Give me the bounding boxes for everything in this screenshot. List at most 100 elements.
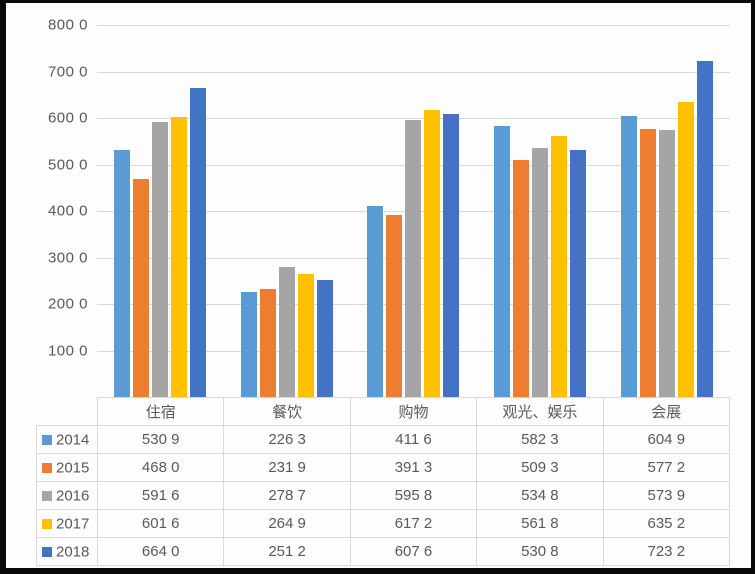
bar-2016-cat1 [152, 121, 169, 397]
table-header-cell: 住宿 [96, 397, 225, 426]
chart-canvas: 800 0 700 0 600 0 500 0 400 0 300 0 200 0 100 0… [6, 3, 751, 568]
year-label: 2016 [56, 487, 90, 505]
y-axis-tick-label: 500 0 [47, 156, 88, 173]
bar-2015-cat4 [513, 160, 530, 397]
bar-2018-cat5 [696, 60, 713, 397]
legend-swatch-icon [42, 546, 52, 557]
table-row: 2015 468 0 231 9 391 3 509 3 577 2 [36, 453, 731, 482]
bar-group-1 [97, 25, 224, 397]
table-value-cell: 664 0 [96, 537, 225, 566]
bar-group-2 [224, 25, 351, 397]
table-row: 2016 591 6 278 7 595 8 534 8 573 9 [36, 481, 731, 510]
bar-2017-cat4 [551, 135, 568, 397]
y-axis-tick-label: 400 0 [47, 202, 88, 220]
year-label: 2014 [56, 431, 90, 449]
gridline [97, 71, 730, 73]
y-axis-tick-label: 600 0 [47, 109, 88, 127]
table-value-cell: 264 9 [223, 509, 351, 538]
table-row: 2014 530 9 226 3 411 6 582 3 604 9 [36, 425, 731, 454]
table-value-cell: 604 9 [602, 425, 731, 454]
table-value-cell: 391 3 [349, 453, 478, 482]
bar-2017-cat1 [171, 117, 188, 397]
table-value-cell: 617 2 [349, 509, 478, 538]
table-value-cell: 607 6 [349, 537, 478, 566]
y-axis-tick-label: 800 0 [47, 16, 88, 34]
table-value-cell: 582 3 [476, 425, 604, 454]
data-table: 住宿 餐饮 购物 观光、娱乐 会展 2014 530 9 226 3 411 6 582 3 604… [36, 397, 731, 566]
legend-year-cell: 2016 [36, 481, 98, 510]
table-value-cell: 251 2 [223, 537, 351, 566]
bar-2018-cat2 [316, 280, 333, 397]
plot-area [97, 25, 730, 397]
table-value-cell: 530 9 [96, 425, 225, 454]
bar-2014-cat1 [114, 150, 131, 397]
legend-year-cell: 2017 [36, 509, 98, 538]
gridline [97, 25, 730, 26]
table-value-cell: 226 3 [223, 425, 351, 454]
table-value-cell: 577 2 [602, 453, 731, 482]
table-value-cell: 509 3 [476, 453, 604, 482]
table-value-cell: 591 6 [96, 481, 225, 510]
table-value-cell: 278 7 [223, 481, 351, 510]
gridline [97, 118, 730, 119]
bar-2015-cat2 [259, 289, 276, 397]
data-table-body: 住宿 餐饮 购物 观光、娱乐 会展 2014 530 9 226 3 411 6 582 3 604… [36, 397, 731, 566]
y-axis-tick-label: 300 0 [47, 249, 88, 266]
table-corner-cell [37, 398, 98, 426]
y-axis-tick-label: 200 0 [47, 295, 88, 313]
legend-year-cell: 2018 [36, 537, 98, 566]
bar-2014-cat2 [240, 291, 257, 397]
table-value-cell: 231 9 [223, 453, 351, 482]
bar-2018-cat3 [443, 114, 460, 397]
bar-2015-cat5 [639, 128, 656, 397]
y-axis: 800 0 700 0 600 0 500 0 400 0 300 0 200 0 100 0 [6, 17, 88, 397]
bar-groups-container [97, 25, 730, 397]
legend-swatch-icon [42, 434, 52, 445]
year-label: 2017 [56, 515, 90, 533]
table-value-cell: 723 2 [602, 537, 731, 566]
y-axis-tick-label: 100 0 [47, 342, 88, 359]
bar-2017-cat3 [424, 110, 441, 397]
table-header-cell: 观光、娱乐 [476, 397, 604, 426]
bar-2016-cat2 [278, 267, 295, 397]
table-header-row: 住宿 餐饮 购物 观光、娱乐 会展 [37, 397, 731, 426]
legend-swatch-icon [42, 518, 52, 529]
bar-group-5 [603, 25, 730, 397]
bar-2014-cat3 [367, 205, 384, 397]
table-value-cell: 530 8 [476, 537, 604, 566]
table-value-cell: 573 9 [602, 481, 731, 510]
legend-swatch-icon [42, 462, 52, 473]
table-value-cell: 468 0 [96, 453, 225, 482]
bar-2015-cat3 [386, 215, 403, 397]
bar-2016-cat3 [405, 119, 422, 397]
bar-2016-cat5 [658, 130, 675, 397]
bar-2016-cat4 [532, 148, 549, 397]
legend-swatch-icon [42, 490, 52, 501]
table-row: 2017 601 6 264 9 617 2 561 8 635 2 [36, 509, 731, 538]
bar-2018-cat1 [190, 88, 207, 397]
table-header-cell: 购物 [349, 397, 478, 426]
legend-year-cell: 2014 [36, 425, 98, 454]
table-value-cell: 561 8 [476, 509, 604, 538]
bar-2017-cat5 [677, 101, 694, 397]
year-label: 2015 [56, 459, 90, 477]
table-value-cell: 411 6 [349, 425, 478, 454]
bar-2015-cat1 [133, 179, 150, 397]
table-value-cell: 595 8 [349, 481, 478, 510]
table-header-cell: 餐饮 [223, 397, 351, 426]
table-row: 2018 664 0 251 2 607 6 530 8 723 2 [36, 537, 731, 566]
bar-group-4 [477, 25, 604, 397]
table-value-cell: 601 6 [96, 509, 225, 538]
table-header-cell: 会展 [602, 397, 731, 426]
year-label: 2018 [56, 543, 90, 561]
bar-2017-cat2 [297, 273, 314, 397]
bar-group-3 [350, 25, 477, 397]
table-value-cell: 534 8 [476, 481, 604, 510]
bar-2018-cat4 [570, 150, 587, 397]
y-axis-tick-label: 700 0 [47, 63, 88, 80]
legend-year-cell: 2015 [36, 453, 98, 482]
table-value-cell: 635 2 [602, 509, 731, 538]
bar-2014-cat5 [620, 115, 637, 397]
bar-2014-cat4 [494, 126, 511, 397]
